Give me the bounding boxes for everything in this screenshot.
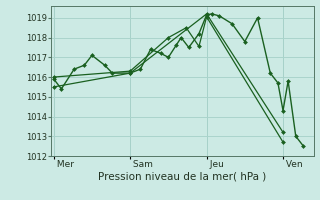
X-axis label: Pression niveau de la mer( hPa ): Pression niveau de la mer( hPa )	[98, 172, 267, 182]
